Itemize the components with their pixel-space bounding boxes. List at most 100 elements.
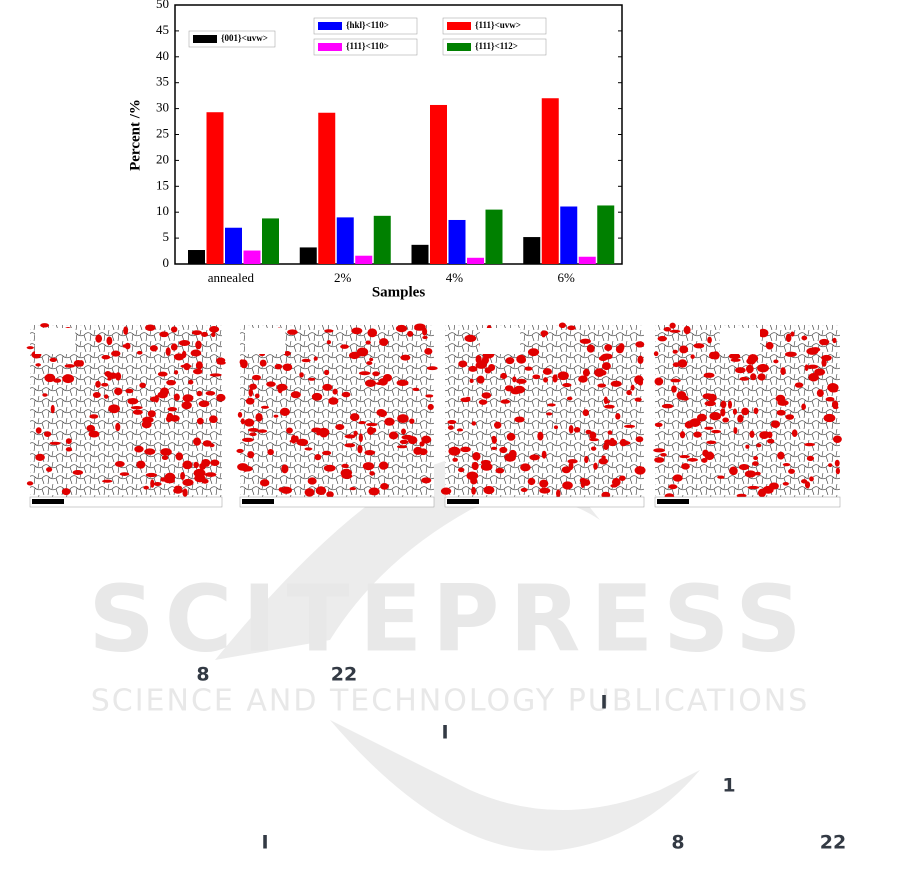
grain-red	[248, 388, 254, 397]
grain-red	[35, 453, 45, 461]
grain-red	[669, 322, 676, 329]
grain-red	[368, 487, 380, 496]
y-tick-label: 35	[156, 74, 169, 89]
grain-red	[348, 351, 360, 360]
bar	[373, 215, 391, 264]
grain-red	[679, 455, 690, 459]
bar	[188, 250, 205, 264]
grain-red	[340, 344, 349, 349]
grain-red	[782, 462, 791, 467]
grain-red	[241, 437, 254, 443]
grain-red	[615, 413, 621, 420]
x-axis-label: Samples	[372, 284, 426, 300]
grain-red	[209, 443, 215, 448]
grain-red	[600, 354, 613, 360]
grain-red	[465, 396, 471, 400]
grain-red	[367, 426, 375, 435]
grain-red	[190, 349, 202, 357]
grain-red	[597, 383, 607, 388]
grain-red	[365, 340, 371, 345]
grain-red	[173, 487, 183, 494]
legend-swatch	[447, 43, 471, 51]
grain-red	[324, 369, 330, 376]
legend-swatch	[318, 22, 342, 30]
grain-red	[244, 418, 255, 427]
grain-red	[782, 482, 789, 486]
grain-red	[397, 414, 409, 423]
grain-red	[311, 427, 322, 433]
grain-red	[709, 412, 722, 421]
grain-red	[114, 460, 125, 468]
grain-red	[619, 438, 627, 447]
y-tick-label: 5	[163, 229, 170, 244]
grain-red	[236, 448, 244, 454]
grain-red	[601, 491, 611, 499]
grain-red	[607, 430, 613, 435]
grain-red	[447, 425, 454, 430]
bar	[355, 255, 373, 264]
grain-red	[378, 461, 389, 470]
grain-red	[553, 425, 559, 430]
x-tick-label: 2%	[334, 270, 352, 285]
grain-red	[340, 468, 352, 478]
grain-red	[308, 377, 316, 381]
grain-red	[335, 424, 345, 431]
grain-red	[727, 400, 733, 409]
grain-red	[468, 365, 478, 372]
bar	[448, 219, 466, 264]
grain-red	[205, 390, 216, 396]
text-fragment: I	[261, 832, 268, 854]
grain-red	[671, 385, 677, 393]
grain-red	[483, 485, 495, 495]
grain-red	[582, 479, 591, 486]
grain-red	[747, 485, 760, 490]
grain-red	[634, 397, 642, 402]
grain-red	[654, 377, 664, 386]
grain-red	[753, 407, 759, 415]
grain-red	[752, 461, 759, 466]
grain-red	[672, 474, 683, 482]
legend-swatch	[318, 43, 342, 51]
grain-red	[739, 376, 750, 381]
grain-red	[196, 390, 203, 397]
grain-red	[729, 466, 738, 476]
grain-red	[427, 403, 434, 411]
grain-red	[828, 463, 833, 468]
grain-red	[304, 488, 315, 497]
grain-red	[761, 431, 770, 438]
grain-red	[806, 455, 815, 462]
grain-red	[520, 487, 528, 492]
grain-red	[653, 351, 659, 357]
bar	[225, 227, 242, 264]
grain-red	[653, 448, 666, 453]
grain-red	[108, 404, 120, 414]
grain-red	[827, 383, 839, 392]
grain-red	[341, 463, 349, 468]
grain-red	[127, 398, 139, 405]
grain-red	[193, 368, 203, 375]
grain-red	[785, 414, 795, 420]
grain-red	[590, 446, 597, 451]
grain-red	[174, 370, 179, 375]
grain-red	[582, 409, 589, 417]
grain-red	[472, 452, 481, 461]
grain-red	[281, 464, 289, 474]
grain-red	[193, 437, 202, 446]
grain-red	[401, 428, 406, 435]
grain-red	[777, 451, 785, 460]
grain-red	[635, 436, 644, 443]
grain-red	[161, 455, 169, 460]
grain-red	[159, 331, 169, 338]
grain-red	[541, 331, 546, 338]
grain-red	[366, 422, 378, 427]
x-tick-label: 6%	[557, 270, 575, 285]
grain-red	[762, 485, 774, 494]
grain-red	[476, 375, 485, 384]
bar	[206, 112, 224, 264]
grain-red	[160, 449, 170, 453]
grain-red	[687, 457, 698, 462]
grain-red	[611, 477, 621, 487]
bar	[430, 104, 447, 264]
grain-red	[750, 373, 757, 381]
grain-red	[785, 333, 792, 343]
